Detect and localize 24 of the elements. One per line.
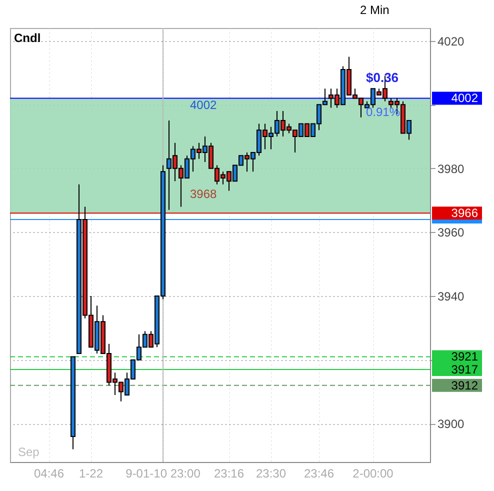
x-tick-label: 23:30 [256,466,286,480]
y-tick-label: 4020 [438,34,465,48]
y-tick-label: 3940 [438,290,465,304]
ref-line-label: 3966 [451,206,478,220]
x-tick-label: 1-22 [78,466,104,480]
chart-title: 2 Min [360,3,390,17]
y-tick-label: 3900 [438,417,465,432]
y-tick-label: 3980 [438,162,465,176]
ref-line-label: 4002 [451,91,478,106]
annotation: $0.36 [366,70,399,85]
annotation: 3968 [190,187,218,201]
x-tick-label: 23:16 [214,466,244,480]
annotation: 0.91% [366,105,400,119]
x-tick-label: 04:46 [34,466,64,480]
ref-line-label: 3917 [451,362,478,376]
x-tick-label: 23:46 [304,466,334,480]
annotation: Cndl [14,31,41,45]
annotation: Sep [18,445,40,459]
y-tick-label: 3960 [438,226,465,240]
ref-line-label: 3921 [451,350,478,364]
ref-line-label: 3912 [451,378,478,392]
x-tick-label: 2-00:00 [352,466,394,480]
annotation: 4002 [190,98,218,112]
x-tick-label: 9-01-10 23:00 [126,466,201,480]
